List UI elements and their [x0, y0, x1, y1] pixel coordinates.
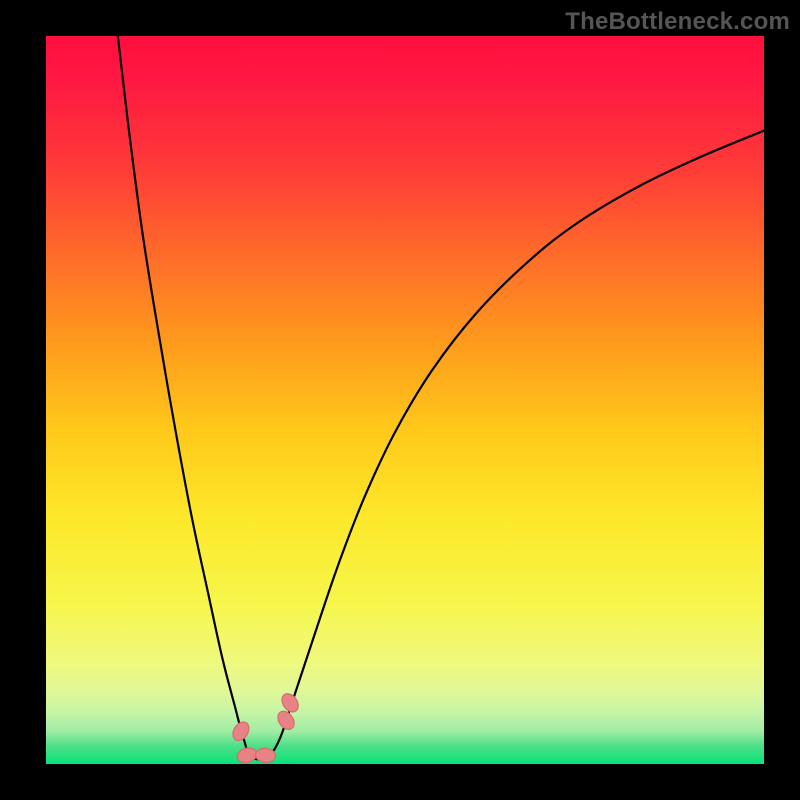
watermark-text: TheBottleneck.com — [565, 8, 790, 36]
canvas-root: TheBottleneck.com — [0, 0, 800, 800]
chart-plot-area — [46, 36, 764, 764]
chart-background-gradient — [46, 36, 764, 764]
